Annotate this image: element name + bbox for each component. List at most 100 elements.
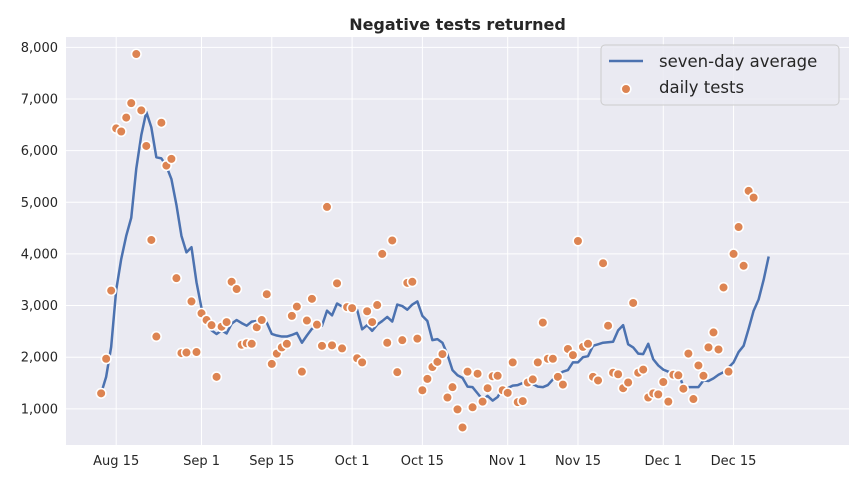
data-point: [717, 281, 730, 294]
data-point: [712, 343, 725, 356]
data-point: [246, 338, 258, 350]
data-point: [672, 369, 684, 381]
data-point: [100, 353, 112, 365]
data-point: [702, 341, 715, 353]
y-tick-label: 2,000: [21, 351, 58, 366]
y-tick-label: 5,000: [21, 196, 58, 211]
data-point: [261, 288, 273, 300]
data-point: [346, 302, 358, 314]
data-point: [492, 370, 504, 382]
y-axis: 1,000 2,000 3,000 4,000 5,000 6,000 7,000 8,000: [21, 41, 58, 418]
data-point: [120, 111, 132, 124]
x-tick-label: Oct 1: [335, 454, 370, 469]
data-point: [321, 201, 333, 213]
data-point: [95, 387, 107, 399]
data-point: [517, 395, 529, 407]
data-point: [602, 320, 614, 332]
data-point: [461, 366, 474, 378]
data-point: [637, 364, 649, 376]
data-point: [406, 276, 418, 288]
y-tick-label: 3,000: [21, 299, 58, 314]
data-point: [286, 310, 298, 322]
data-point: [361, 305, 373, 317]
data-point: [662, 396, 674, 408]
x-tick-label: Aug 15: [93, 454, 139, 469]
data-point: [396, 334, 408, 346]
data-point: [145, 234, 157, 246]
data-point: [727, 248, 740, 260]
data-point: [627, 297, 639, 309]
data-point: [722, 366, 735, 378]
data-point: [205, 319, 218, 331]
data-point: [231, 283, 243, 295]
data-point: [376, 248, 388, 260]
y-tick-label: 4,000: [21, 247, 58, 262]
y-tick-label: 8,000: [21, 41, 58, 56]
data-point: [677, 383, 689, 395]
x-tick-label: Sep 1: [183, 454, 220, 469]
data-point: [456, 421, 469, 434]
data-point: [281, 338, 293, 350]
data-point: [697, 370, 710, 382]
data-point: [557, 378, 569, 391]
data-point: [612, 368, 624, 380]
data-point: [592, 374, 604, 387]
data-point: [296, 366, 308, 378]
data-point: [527, 373, 539, 386]
chart-title: Negative tests returned: [349, 15, 566, 34]
data-point: [291, 300, 303, 313]
data-point: [687, 393, 700, 405]
data-point: [180, 346, 193, 359]
data-point: [451, 403, 464, 415]
data-point: [737, 260, 750, 272]
x-tick-label: Nov 1: [489, 454, 527, 469]
data-point: [336, 342, 348, 355]
data-point: [150, 330, 162, 343]
data-point: [356, 356, 368, 368]
data-point: [221, 316, 233, 328]
data-point: [732, 221, 745, 233]
data-point: [416, 384, 428, 396]
data-point: [466, 401, 479, 413]
data-point: [190, 346, 203, 358]
data-point: [326, 339, 338, 351]
data-point: [471, 368, 484, 380]
legend-swatch-dot: [620, 83, 632, 95]
data-point: [115, 125, 127, 138]
data-point: [256, 314, 268, 326]
data-point: [436, 348, 449, 360]
daily-tests-points: [95, 48, 760, 434]
data-point: [386, 234, 398, 247]
data-point: [482, 382, 494, 394]
data-point: [185, 295, 198, 308]
data-point: [547, 353, 559, 365]
data-point: [411, 333, 423, 345]
data-point: [431, 356, 444, 368]
data-point: [572, 235, 584, 247]
data-point: [130, 48, 142, 60]
data-point: [682, 347, 694, 360]
legend-label-seven-day-average: seven-day average: [659, 52, 817, 71]
y-tick-label: 1,000: [21, 402, 58, 417]
data-point: [371, 299, 383, 311]
data-point: [692, 359, 705, 372]
data-point: [125, 97, 137, 109]
data-point: [441, 391, 454, 404]
data-point: [331, 277, 343, 289]
data-point: [707, 326, 720, 339]
data-point: [366, 316, 378, 328]
x-axis: Aug 15 Sep 1 Sep 15 Oct 1 Oct 15 Nov 1 Nov 15 D…: [93, 454, 756, 469]
data-point: [266, 358, 278, 370]
data-point: [582, 338, 594, 350]
data-point: [155, 117, 167, 129]
x-tick-label: Oct 15: [401, 454, 444, 469]
data-point: [748, 192, 760, 204]
data-point: [170, 272, 183, 284]
data-point: [381, 337, 393, 349]
data-point: [301, 314, 313, 327]
data-point: [311, 319, 323, 331]
y-tick-label: 6,000: [21, 144, 58, 159]
data-point: [622, 376, 634, 389]
